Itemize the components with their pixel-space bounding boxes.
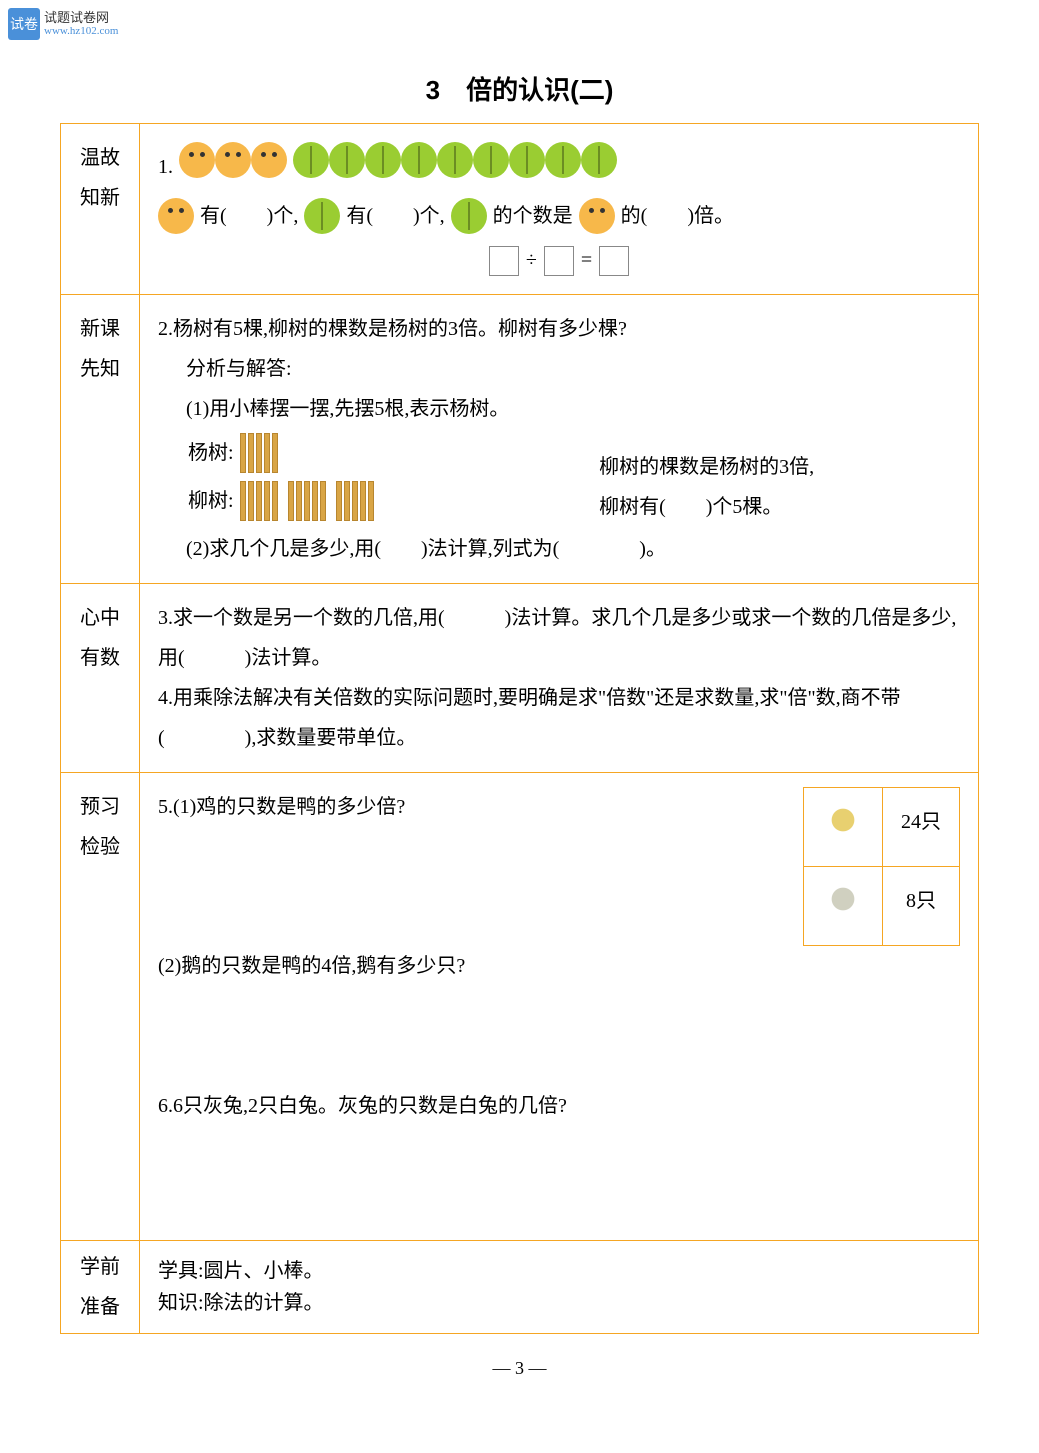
q2-right2: 柳树有( )个5棵。 (599, 487, 960, 527)
q2-sub: 分析与解答: (186, 349, 960, 389)
blank-box (544, 246, 574, 276)
q2-right1: 柳树的棵数是杨树的3倍, (599, 447, 960, 487)
ball-icon (251, 142, 287, 178)
stick-group (240, 433, 278, 473)
leaf-icon (473, 142, 509, 178)
blank-box (599, 246, 629, 276)
duck-icon (822, 881, 864, 917)
q1-p2: 有( )个, (346, 196, 444, 236)
q4-text: 4.用乘除法解决有关倍数的实际问题时,要明确是求"倍数"还是求数量,求"倍"数,… (158, 678, 960, 758)
yang-label: 杨树: (188, 433, 234, 473)
ball-icon (579, 198, 615, 234)
chick-count: 24只 (883, 788, 960, 867)
q1-p3: 的个数是 (493, 196, 573, 236)
leaf-icon (293, 142, 329, 178)
cell-q5q6: 5.(1)鸡的只数是鸭的多少倍? 24只 8只 (2)鹅的只数是鸭的4倍,鹅有多 (140, 773, 979, 1241)
q2-text: 2.杨树有5棵,柳树的棵数是杨树的3倍。柳树有多少棵? (158, 309, 960, 349)
ball-icon (179, 142, 215, 178)
q5-t1: 5.(1)鸡的只数是鸭的多少倍? (158, 796, 405, 818)
duck-count: 8只 (883, 867, 960, 946)
cell-q1: 1. 有( )个, 有( )个, 的个数是 的( )倍。 ÷ (140, 124, 979, 295)
q6: 6.6只灰兔,2只白兔。灰兔的只数是白兔的几倍? (158, 1086, 960, 1226)
leaf-icon (401, 142, 437, 178)
label-yuxijianyan: 预习检验 (61, 773, 140, 1241)
label-xueqian-a: 学前 (65, 1247, 135, 1287)
leaf-icon (509, 142, 545, 178)
cell-prep: 学具:圆片、小棒。 知识:除法的计算。 (140, 1241, 979, 1334)
q1-textline: 有( )个, 有( )个, 的个数是 的( )倍。 (158, 196, 960, 236)
q2-s1: (1)用小棒摆一摆,先摆5根,表示杨树。 (186, 389, 960, 429)
q1-number: 1. (158, 147, 173, 187)
watermark-url: www.hz102.com (44, 25, 118, 37)
leaf-icon (437, 142, 473, 178)
animal-table: 24只 8只 (803, 787, 960, 946)
q5-1: 5.(1)鸡的只数是鸭的多少倍? 24只 8只 (158, 787, 960, 897)
q2-yang-row: 杨树: (188, 433, 599, 473)
prep-l1: 学具:圆片、小棒。 (158, 1255, 960, 1287)
label-wenguzhixin: 温故知新 (61, 124, 140, 295)
q6-text: 6.6只灰兔,2只白兔。灰兔的只数是白兔的几倍? (158, 1095, 567, 1117)
equals-sign: = (581, 249, 592, 271)
label-xueqian: 学前 准备 (61, 1241, 140, 1334)
chick-icon (822, 802, 864, 838)
watermark: 试卷 试题试卷网 www.hz102.com (8, 8, 118, 40)
blank-box (489, 246, 519, 276)
q1-equation: ÷ = (158, 240, 960, 280)
prep-l2: 知识:除法的计算。 (158, 1287, 960, 1319)
watermark-text: 试题试卷网 www.hz102.com (44, 11, 118, 37)
page: 3 倍的认识(二) 温故知新 1. 有( )个, 有( )个, 的个数是 (0, 0, 1039, 1419)
q5-t2: (2)鹅的只数是鸭的4倍,鹅有多少只? (158, 955, 465, 977)
leaf-icon (581, 142, 617, 178)
label-xinzhongyoushu: 心中有数 (61, 584, 140, 773)
watermark-logo: 试卷 (8, 8, 40, 40)
watermark-cn: 试题试卷网 (44, 11, 118, 25)
label-xinkexianzhi: 新课先知 (61, 295, 140, 584)
q2-liu-row: 柳树: (188, 481, 599, 521)
duck-cell-icon (804, 867, 883, 946)
leaf-icon (451, 198, 487, 234)
leaf-icon (545, 142, 581, 178)
leaf-icon (304, 198, 340, 234)
label-xueqian-b: 准备 (65, 1287, 135, 1327)
q1-icons: 1. (158, 142, 960, 192)
page-title: 3 倍的认识(二) (60, 70, 979, 107)
main-table: 温故知新 1. 有( )个, 有( )个, 的个数是 的( )倍。 (60, 123, 979, 1334)
cell-q3q4: 3.求一个数是另一个数的几倍,用( )法计算。求几个几是多少或求一个数的几倍是多… (140, 584, 979, 773)
liu-label: 柳树: (188, 481, 234, 521)
q5-2: (2)鹅的只数是鸭的4倍,鹅有多少只? (158, 946, 960, 1076)
ball-icon (215, 142, 251, 178)
divide-sign: ÷ (526, 249, 537, 271)
cell-q2: 2.杨树有5棵,柳树的棵数是杨树的3倍。柳树有多少棵? 分析与解答: (1)用小… (140, 295, 979, 584)
stick-group (336, 481, 374, 521)
q1-p1: 有( )个, (200, 196, 298, 236)
leaf-icon (365, 142, 401, 178)
q2-s2: (2)求几个几是多少,用( )法计算,列式为( )。 (186, 529, 960, 569)
page-number: — 3 — (60, 1358, 979, 1379)
q3-text: 3.求一个数是另一个数的几倍,用( )法计算。求几个几是多少或求一个数的几倍是多… (158, 598, 960, 678)
chick-cell-icon (804, 788, 883, 867)
ball-icon (158, 198, 194, 234)
q1-p4: 的( )倍。 (621, 196, 734, 236)
stick-group (288, 481, 326, 521)
stick-group (240, 481, 278, 521)
leaf-icon (329, 142, 365, 178)
